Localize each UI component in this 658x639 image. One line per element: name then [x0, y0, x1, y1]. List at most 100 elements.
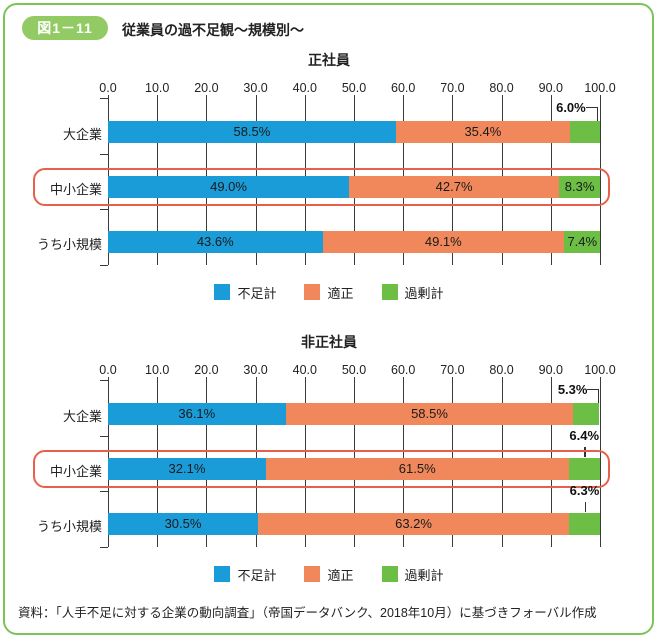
surplus-callout-connector: [585, 107, 598, 121]
chart-legend: 不足計 適正 過剰計: [0, 565, 658, 583]
highlight-outline: [33, 450, 610, 488]
legend-item: 適正: [304, 565, 354, 584]
category-label: 中小企業: [49, 464, 102, 479]
surplus-callout-connector: [584, 502, 586, 512]
legend-label: 過剰計: [404, 567, 444, 583]
segment-value-label: 63.2%: [395, 516, 432, 531]
x-axis-tick-label: 100.0: [584, 81, 616, 95]
figure-number-badge: 図1－11: [22, 16, 108, 40]
x-axis-tick-label: 90.0: [538, 363, 563, 377]
bar-segment-appropriate: [349, 176, 560, 198]
category-axis-tick: [100, 380, 108, 381]
surplus-callout-connector: [584, 447, 586, 457]
legend-swatch: [214, 284, 231, 300]
legend-label: 適正: [327, 285, 354, 301]
bar-segment-shortage: [108, 176, 350, 198]
segment-value-label: 35.4%: [464, 124, 502, 139]
legend-label: 過剰計: [404, 285, 444, 301]
segment-value-label: 58.5%: [233, 124, 271, 139]
gridline: [600, 377, 601, 547]
category-axis-tick: [100, 265, 108, 266]
legend-item: 過剰計: [381, 565, 444, 584]
legend-swatch: [214, 566, 231, 582]
bar-segment-shortage: [108, 231, 323, 253]
category-axis-tick: [100, 153, 108, 155]
segment-value-label: 49.1%: [424, 234, 462, 249]
x-axis-tick-label: 0.0: [99, 81, 117, 95]
bar-segment-appropriate: [395, 121, 570, 143]
category-label: 大企業: [62, 409, 102, 424]
segment-value-label: 43.6%: [196, 234, 234, 249]
segment-value-label: 36.1%: [178, 406, 216, 421]
x-axis-tick-label: 40.0: [292, 363, 317, 377]
x-axis-tick-label: 30.0: [243, 81, 268, 95]
category-axis-tick: [100, 547, 108, 548]
x-axis-tick-label: 20.0: [194, 363, 219, 377]
legend-item: 適正: [304, 283, 354, 302]
bar-segment-surplus: [568, 458, 600, 480]
category-label: うち小規模: [36, 237, 102, 252]
legend-label: 適正: [327, 567, 354, 583]
x-axis-tick-label: 0.0: [99, 363, 117, 377]
chart-regular-employees: 正社員 0.0 10.0 20.0 30.0 40.0 50.0 60.0 70.0 80.0 90…: [0, 50, 658, 322]
surplus-callout-label: 6.3%: [569, 483, 600, 498]
x-axis-tick-label: 30.0: [243, 363, 268, 377]
x-axis-tick-label: 70.0: [440, 363, 465, 377]
legend-label: 不足計: [237, 567, 277, 583]
bar-segment-shortage: [108, 121, 396, 143]
category-axis-tick: [100, 435, 108, 437]
source-note: 資料：「人手不足に対する企業の動向調査」（帝国データバンク、2018年10月）に…: [18, 606, 597, 620]
x-axis-tick-label: 50.0: [341, 81, 367, 95]
segment-value-label: 30.5%: [164, 516, 202, 531]
legend-swatch: [304, 566, 321, 582]
category-axis-tick: [100, 98, 108, 99]
category-axis-tick: [100, 209, 108, 211]
bar-segment-shortage: [108, 403, 286, 425]
figure-title: 従業員の過不足観～規模別～: [122, 22, 304, 38]
legend-item: 不足計: [214, 565, 276, 584]
bar-segment-surplus: [564, 231, 601, 253]
x-axis-tick-label: 10.0: [145, 363, 170, 377]
x-axis-tick-label: 20.0: [194, 81, 219, 95]
segment-value-label: 42.7%: [435, 179, 473, 194]
surplus-callout-connector: [587, 389, 600, 403]
x-axis-tick-label: 60.0: [391, 363, 416, 377]
bar-segment-shortage: [108, 458, 266, 480]
segment-value-label: 61.5%: [398, 461, 436, 476]
x-axis-tick-label: 40.0: [292, 81, 317, 95]
gridline: [600, 95, 601, 265]
bar-segment-surplus: [573, 403, 600, 425]
category-label: うち小規模: [36, 519, 102, 534]
bar-segment-surplus: [559, 176, 600, 198]
x-axis-tick-label: 100.0: [584, 363, 616, 377]
chart-non-regular-employees: 非正社員 0.0 10.0 20.0 30.0 40.0 50.0 60.0 70.0 80.0 9…: [0, 332, 658, 604]
bar-segment-appropriate: [258, 513, 569, 535]
highlight-outline: [33, 168, 610, 206]
legend-swatch: [304, 284, 321, 300]
surplus-callout-label: 6.0%: [556, 100, 586, 115]
x-axis-tick-label: 90.0: [538, 81, 563, 95]
x-axis-tick-label: 70.0: [440, 81, 465, 95]
surplus-callout-label: 6.4%: [569, 428, 600, 443]
segment-value-label: 32.1%: [168, 461, 206, 476]
chart-title: 正社員: [308, 52, 350, 68]
bar-segment-appropriate: [285, 403, 574, 425]
legend-swatch: [381, 566, 398, 582]
chart-legend: 不足計 適正 過剰計: [0, 283, 658, 301]
surplus-callout-label: 5.3%: [557, 382, 588, 397]
category-label: 大企業: [62, 127, 102, 142]
segment-value-label: 49.0%: [210, 179, 247, 194]
figure-header: 図1－11 従業員の過不足観～規模別～: [0, 0, 658, 44]
x-axis-tick-label: 80.0: [489, 363, 514, 377]
category-label: 中小企業: [49, 182, 102, 197]
category-axis-tick: [100, 491, 108, 493]
chart-title: 非正社員: [301, 334, 357, 350]
bar-segment-surplus: [569, 121, 600, 143]
x-axis-tick-label: 60.0: [391, 81, 416, 95]
segment-value-label: 7.4%: [567, 234, 598, 249]
x-axis-tick-label: 10.0: [145, 81, 170, 95]
legend-swatch: [381, 284, 398, 300]
x-axis-tick-label: 80.0: [489, 81, 514, 95]
bar-segment-surplus: [569, 513, 600, 535]
segment-value-label: 58.5%: [411, 406, 448, 421]
